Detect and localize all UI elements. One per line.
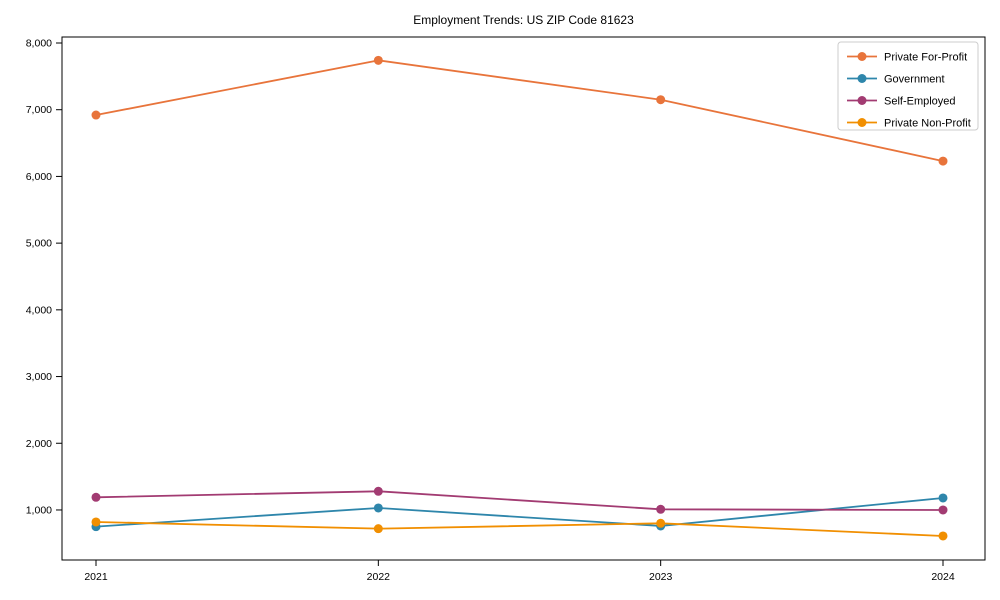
data-point-government-2022 [373, 503, 383, 513]
legend-entry-private-for-profit: Private For-Profit [847, 52, 967, 64]
data-point-self-employed-2021 [91, 492, 101, 502]
data-point-self-employed-2024 [938, 505, 948, 515]
legend-label: Self-Employed [884, 96, 956, 108]
legend: Private For-Profit Government Self-Employe… [837, 41, 979, 131]
legend-marker-icon [857, 74, 867, 83]
plot-border [61, 36, 986, 561]
legend-marker-icon [857, 118, 867, 127]
legend-entry-private-non-profit: Private Non-Profit [847, 118, 971, 130]
legend-marker-icon [857, 52, 867, 61]
series-line-private-non-profit [95, 521, 944, 537]
x-tick-label: 2021 [84, 571, 108, 583]
x-tick-label: 2022 [367, 571, 391, 583]
data-point-private-non-profit-2024 [938, 531, 948, 541]
series-line-self-employed [95, 490, 944, 511]
data-point-private-non-profit-2022 [373, 524, 383, 534]
series-line-government [95, 497, 944, 528]
data-point-private-for-profit-2024 [938, 156, 948, 166]
y-tick-label: 1,000 [26, 504, 52, 516]
legend-label: Private Non-Profit [884, 118, 971, 130]
legend-entry-self-employed: Self-Employed [847, 96, 956, 108]
legend-label: Private For-Profit [884, 52, 967, 64]
legend-label: Government [884, 74, 945, 86]
legend-marker-icon [857, 96, 867, 105]
legend-entry-government: Government [847, 74, 945, 86]
y-tick-label: 2,000 [26, 438, 52, 450]
data-point-private-non-profit-2023 [656, 518, 666, 528]
legend-box [837, 41, 979, 131]
y-tick-label: 7,000 [26, 104, 52, 116]
chart-title: Employment Trends: US ZIP Code 81623 [413, 13, 634, 27]
series-line-private-for-profit [95, 59, 944, 162]
y-tick-label: 8,000 [26, 38, 52, 50]
x-tick-label: 2024 [931, 571, 955, 583]
y-tick-label: 5,000 [26, 238, 52, 250]
data-point-private-for-profit-2023 [656, 95, 666, 105]
y-tick-label: 3,000 [26, 371, 52, 383]
data-point-self-employed-2022 [373, 486, 383, 496]
y-tick-label: 4,000 [26, 304, 52, 316]
data-point-self-employed-2023 [656, 504, 666, 514]
data-point-government-2024 [938, 493, 948, 503]
data-point-private-non-profit-2021 [91, 517, 101, 527]
x-tick-label: 2023 [649, 571, 673, 583]
data-point-private-for-profit-2022 [373, 55, 383, 65]
data-point-private-for-profit-2021 [91, 110, 101, 120]
y-tick-label: 6,000 [26, 171, 52, 183]
